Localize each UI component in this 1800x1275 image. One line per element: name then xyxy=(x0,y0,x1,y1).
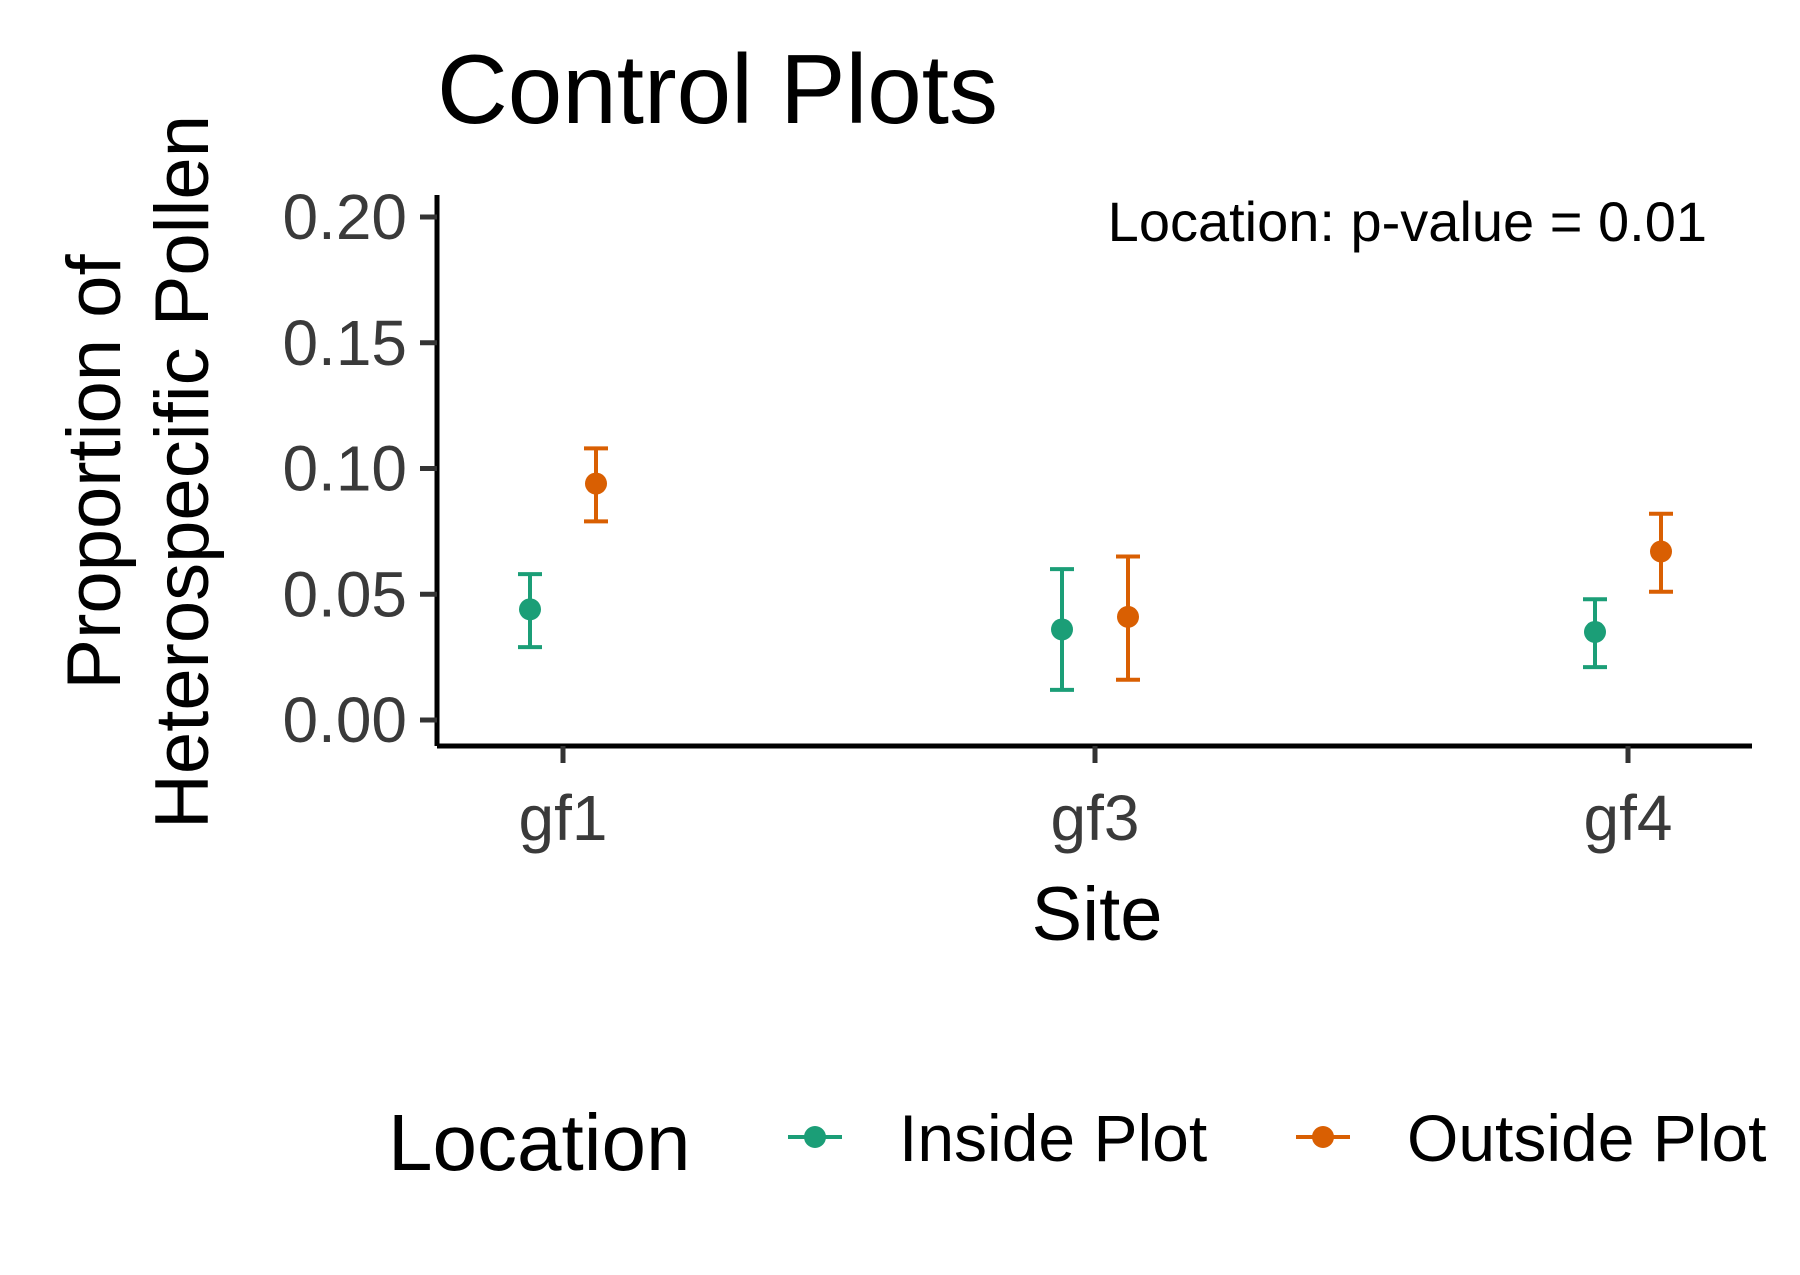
chart-title: Control Plots xyxy=(437,34,998,144)
data-point-outside-plot-gf4 xyxy=(1650,540,1672,563)
legend: Location Inside Plot Outside Plot xyxy=(388,1098,1767,1187)
p-value-annotation: Location: p-value = 0.01 xyxy=(1108,190,1707,253)
data-point-inside-plot-gf4 xyxy=(1584,620,1606,643)
data-point-inside-plot-gf3 xyxy=(1051,618,1073,641)
data-point-inside-plot-gf1 xyxy=(519,598,541,621)
x-ticks: gf1 gf3 gf4 xyxy=(519,746,1673,854)
legend-key-point xyxy=(804,1126,826,1148)
data-marks xyxy=(518,446,1673,692)
y-axis-title: Proportion of Heterospecific Pollen xyxy=(52,115,225,829)
legend-label-inside-plot: Inside Plot xyxy=(899,1101,1207,1175)
legend-key-point xyxy=(1312,1126,1334,1148)
y-ticks: 0.00 0.05 0.10 0.15 0.20 xyxy=(282,181,437,756)
x-tick-label-gf3: gf3 xyxy=(1051,782,1140,854)
legend-label-outside-plot: Outside Plot xyxy=(1407,1101,1767,1175)
legend-item-outside-plot: Outside Plot xyxy=(1296,1101,1767,1175)
y-tick-label: 0.10 xyxy=(282,433,407,505)
y-tick-label: 0.15 xyxy=(282,307,407,379)
data-point-outside-plot-gf1 xyxy=(585,472,607,495)
legend-items: Inside Plot Outside Plot xyxy=(788,1101,1767,1175)
data-point-outside-plot-gf3 xyxy=(1117,605,1139,628)
y-tick-label: 0.00 xyxy=(282,684,407,756)
legend-item-inside-plot: Inside Plot xyxy=(788,1101,1207,1175)
legend-title: Location xyxy=(388,1098,690,1187)
y-tick-label: 0.05 xyxy=(282,558,407,630)
y-axis-title-line-1: Proportion of xyxy=(52,254,137,690)
axes xyxy=(434,195,1752,749)
y-tick-label: 0.20 xyxy=(282,181,407,253)
y-axis-title-line-2: Heterospecific Pollen xyxy=(140,115,225,829)
x-axis-title: Site xyxy=(1032,872,1163,957)
x-tick-label-gf4: gf4 xyxy=(1584,782,1673,854)
x-tick-label-gf1: gf1 xyxy=(519,782,608,854)
